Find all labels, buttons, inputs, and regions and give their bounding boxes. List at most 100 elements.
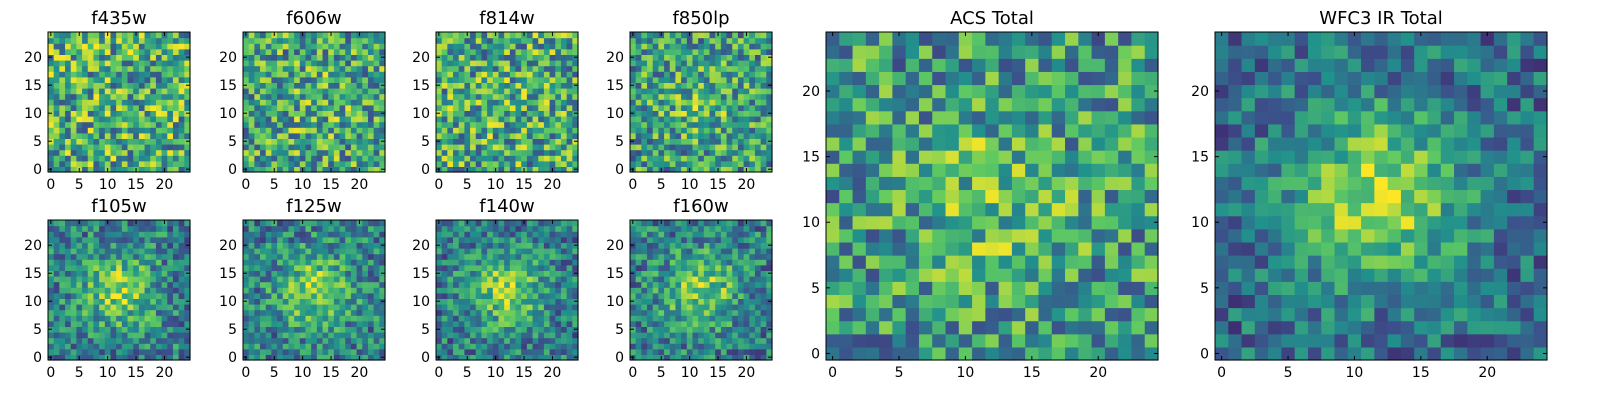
heatmap-cell	[328, 337, 335, 344]
heatmap-cell	[669, 127, 677, 134]
heatmap-cell	[116, 326, 123, 333]
heatmap-cell	[760, 166, 767, 173]
heatmap-cell	[560, 343, 568, 350]
heatmap-cell	[53, 248, 60, 255]
heatmap-cell	[703, 348, 711, 355]
heatmap-cell	[760, 88, 767, 95]
heatmap-cell	[150, 276, 157, 283]
heatmap-cell	[155, 326, 163, 333]
heatmap-cell	[526, 76, 534, 83]
heatmap-cell	[333, 71, 341, 78]
heatmap-cell	[167, 32, 174, 39]
heatmap-cell	[487, 337, 494, 344]
heatmap-cell	[572, 315, 579, 322]
heatmap-cell	[116, 155, 123, 162]
heatmap-cell	[260, 292, 267, 299]
heatmap-cell	[53, 326, 60, 333]
heatmap-cell	[322, 132, 329, 139]
heatmap-cell	[635, 127, 642, 134]
heatmap-cell	[743, 343, 750, 350]
heatmap-cell	[48, 236, 55, 243]
heatmap-cell	[282, 320, 290, 327]
heatmap-cell	[87, 60, 95, 67]
heatmap-cell	[737, 138, 745, 145]
heatmap-cell	[82, 259, 89, 266]
heatmap-cell	[441, 127, 448, 134]
heatmap-cell	[311, 144, 318, 151]
heatmap-cell	[532, 248, 539, 255]
heatmap-cell	[669, 160, 677, 167]
heatmap-cell	[288, 315, 295, 322]
heatmap-cell	[470, 76, 477, 83]
heatmap-cell	[294, 121, 301, 128]
heatmap-cell	[737, 32, 745, 39]
heatmap-cell	[133, 132, 140, 139]
heatmap-cell	[299, 138, 307, 145]
heatmap-cell	[555, 332, 562, 339]
heatmap-cell	[110, 116, 117, 123]
heatmap-cell	[379, 248, 386, 255]
heatmap-cell	[572, 264, 579, 271]
heatmap-cell	[277, 116, 284, 123]
heatmap-cell	[356, 276, 363, 283]
heatmap-cell	[53, 276, 60, 283]
heatmap-cell	[692, 149, 699, 156]
heatmap-cell	[339, 292, 346, 299]
heatmap-cell	[487, 43, 494, 50]
heatmap-cell	[294, 337, 301, 344]
heatmap-cell	[294, 236, 301, 243]
heatmap-cell	[373, 65, 380, 72]
heatmap-cell	[692, 82, 699, 89]
heatmap-cell	[110, 343, 117, 350]
heatmap-cell	[65, 54, 72, 61]
heatmap-cell	[543, 220, 551, 227]
heatmap-cell	[271, 287, 278, 294]
heatmap-cell	[328, 132, 335, 139]
heatmap-cell	[333, 320, 341, 327]
heatmap-cell	[288, 160, 295, 167]
heatmap-cell	[447, 315, 454, 322]
heatmap-cell	[184, 88, 191, 95]
heatmap-cell	[265, 93, 272, 100]
heatmap-cell	[299, 82, 307, 89]
heatmap-cell	[515, 343, 522, 350]
heatmap-cell	[658, 348, 665, 355]
heatmap-cell	[345, 104, 352, 111]
heatmap-cell	[328, 43, 335, 50]
heatmap-cell	[82, 298, 89, 305]
heatmap-cell	[521, 121, 528, 128]
heatmap-cell	[93, 242, 100, 249]
heatmap-cell	[99, 65, 106, 72]
heatmap-cell	[161, 48, 168, 55]
heatmap-cell	[116, 253, 123, 260]
heatmap-cell	[566, 270, 573, 277]
heatmap-cell	[48, 225, 55, 232]
heatmap-cell	[248, 60, 255, 67]
heatmap-cell	[282, 236, 290, 243]
heatmap-cell	[447, 343, 454, 350]
heatmap-cell	[288, 354, 295, 361]
heatmap-cell	[379, 332, 386, 339]
heatmap-cell	[447, 144, 454, 151]
heatmap-cell	[538, 259, 545, 266]
heatmap-cell	[664, 160, 671, 167]
panel-title: f105w	[91, 196, 146, 217]
heatmap-cell	[526, 155, 534, 162]
heatmap-cell	[379, 116, 386, 123]
heatmap-cell	[110, 281, 117, 288]
heatmap-cell	[441, 132, 448, 139]
heatmap-cell	[121, 132, 129, 139]
heatmap-cell	[277, 88, 284, 95]
heatmap-cell	[367, 343, 375, 350]
heatmap-cell	[248, 248, 255, 255]
heatmap-cell	[99, 99, 106, 106]
heatmap-cell	[172, 298, 180, 305]
heatmap-cell	[172, 320, 180, 327]
heatmap-cell	[458, 82, 465, 89]
heatmap-cell	[178, 264, 185, 271]
heatmap-cell	[481, 149, 488, 156]
heatmap-cell	[715, 304, 722, 311]
heatmap-cell	[260, 231, 267, 238]
heatmap-cell	[481, 320, 488, 327]
heatmap-cell	[692, 116, 699, 123]
